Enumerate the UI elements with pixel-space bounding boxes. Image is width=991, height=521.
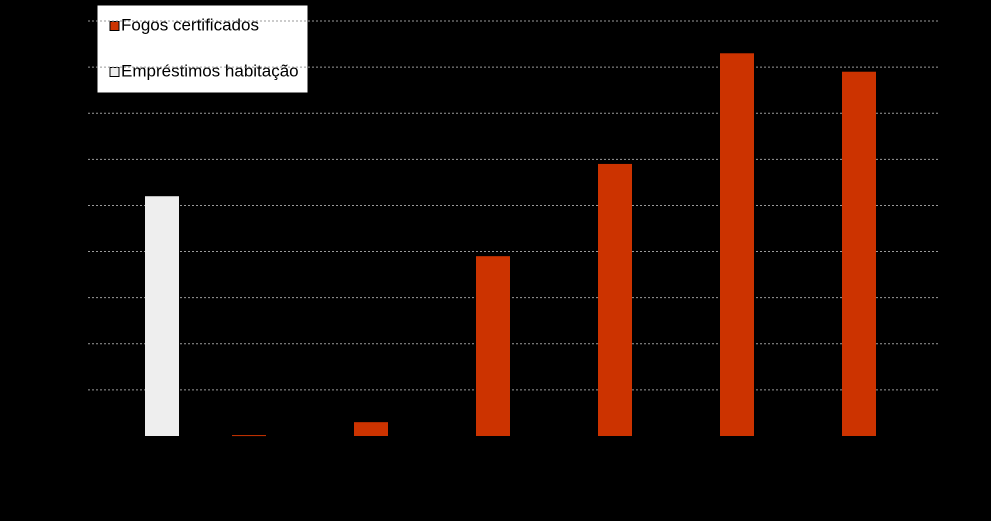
bar [145, 196, 179, 436]
y-tick-label: 9 [71, 10, 80, 29]
legend-label: Fogos certificados [121, 15, 259, 34]
y-tick-label: 1 [71, 379, 80, 398]
bar [476, 256, 510, 436]
y-tick-label: 3 [71, 287, 80, 306]
legend-swatch [109, 67, 120, 77]
legend-box [96, 4, 309, 94]
legend: Fogos certificados Empréstimos habitação [96, 4, 309, 94]
y-tick-label: 4 [71, 241, 80, 260]
y-tick-label: 0 [71, 425, 80, 444]
y-tick-label: 7 [71, 103, 80, 122]
y-tick-label: 5 [71, 195, 80, 214]
bar [598, 163, 632, 436]
y-tick-label: 2 [71, 333, 80, 352]
bar [720, 53, 754, 437]
legend-swatch [109, 21, 120, 31]
legend-label: Empréstimos habitação [121, 61, 299, 80]
bar [842, 71, 876, 436]
bar [354, 422, 388, 436]
y-tick-label: 8 [71, 57, 80, 76]
bar [232, 435, 266, 437]
y-tick-label: 6 [71, 149, 80, 168]
